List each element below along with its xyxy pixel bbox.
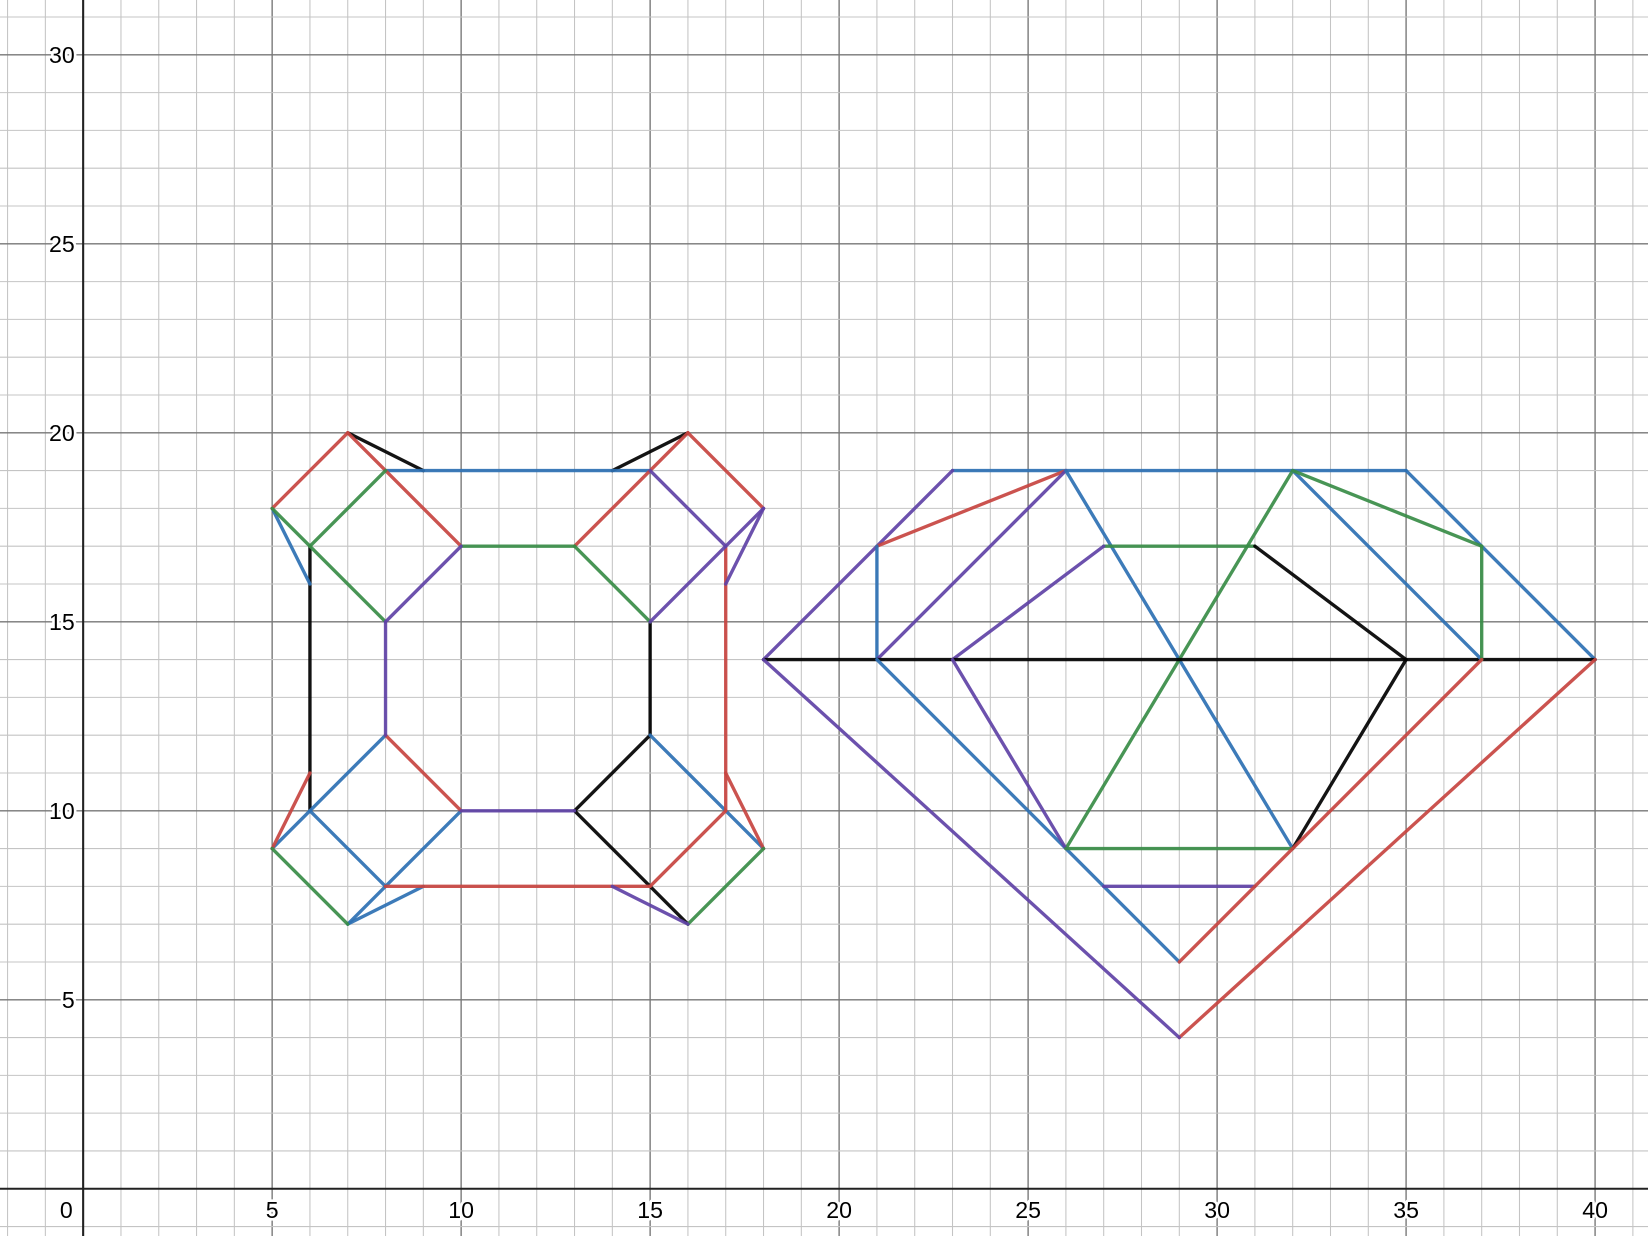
x-tick-label: 40 xyxy=(1582,1197,1608,1223)
segment-black-47 xyxy=(1253,544,1408,662)
segment-green-25 xyxy=(270,506,388,624)
y-tick-label: 15 xyxy=(49,609,75,635)
segment-black-1 xyxy=(610,431,690,473)
segment-red-19 xyxy=(724,771,766,851)
segments xyxy=(270,431,1597,1040)
x-tick-label: 20 xyxy=(826,1197,852,1223)
segment-green-51 xyxy=(1291,468,1484,548)
x-tick-label: 10 xyxy=(448,1197,474,1223)
tick-labels: 0 5 10 15 20 25 30 35 40 5 10 15 20 25 30 xyxy=(46,40,1610,1226)
segment-blue-13 xyxy=(648,733,766,851)
y-tick-label: 10 xyxy=(49,798,75,824)
x-tick-label: 0 xyxy=(60,1197,73,1223)
y-tick-label: 25 xyxy=(49,231,75,257)
segment-red-58 xyxy=(1177,657,1597,1040)
segment-purple-39 xyxy=(761,468,955,662)
segment-purple-59 xyxy=(761,657,1181,1040)
segment-blue-10 xyxy=(383,809,463,889)
segment-black-0 xyxy=(346,431,426,473)
segment-green-29 xyxy=(686,846,766,926)
segment-black-48 xyxy=(1291,657,1408,851)
y-tick-label: 20 xyxy=(49,420,75,446)
segment-red-20 xyxy=(648,809,728,889)
segment-blue-38 xyxy=(1404,468,1597,662)
segment-green-24 xyxy=(308,468,388,548)
segment-blue-7 xyxy=(270,506,312,586)
segment-red-17 xyxy=(686,431,766,511)
segment-purple-33 xyxy=(648,506,766,624)
segment-purple-32 xyxy=(648,468,728,548)
segment-blue-12 xyxy=(346,884,426,926)
y-tick-label: 5 xyxy=(62,987,75,1013)
segment-purple-34 xyxy=(724,506,766,586)
x-tick-label: 30 xyxy=(1204,1197,1230,1223)
x-tick-label: 5 xyxy=(266,1197,279,1223)
segment-red-57 xyxy=(1177,657,1484,964)
segment-blue-8 xyxy=(270,733,388,851)
segment-red-16 xyxy=(572,431,690,548)
segment-red-22 xyxy=(383,733,463,813)
segment-red-23 xyxy=(270,771,312,851)
segment-blue-50 xyxy=(1291,468,1484,662)
segment-red-40 xyxy=(875,468,1068,548)
segment-purple-36 xyxy=(610,884,690,926)
segment-blue-11 xyxy=(346,884,388,926)
segment-purple-54 xyxy=(950,657,1068,851)
segment-green-27 xyxy=(572,544,652,624)
x-tick-label: 35 xyxy=(1393,1197,1419,1223)
y-tick-label: 30 xyxy=(49,42,75,68)
segment-green-28 xyxy=(270,846,350,926)
segment-purple-30 xyxy=(383,544,463,624)
x-tick-label: 15 xyxy=(637,1197,663,1223)
segment-black-5 xyxy=(572,809,690,926)
segment-blue-53 xyxy=(875,657,1181,964)
segment-red-14 xyxy=(270,431,350,511)
segment-red-15 xyxy=(346,431,463,548)
segment-black-4 xyxy=(572,733,652,813)
segment-blue-9 xyxy=(308,809,388,889)
x-tick-label: 25 xyxy=(1015,1197,1041,1223)
segment-purple-42 xyxy=(875,468,1068,662)
segment-purple-46 xyxy=(950,544,1106,662)
